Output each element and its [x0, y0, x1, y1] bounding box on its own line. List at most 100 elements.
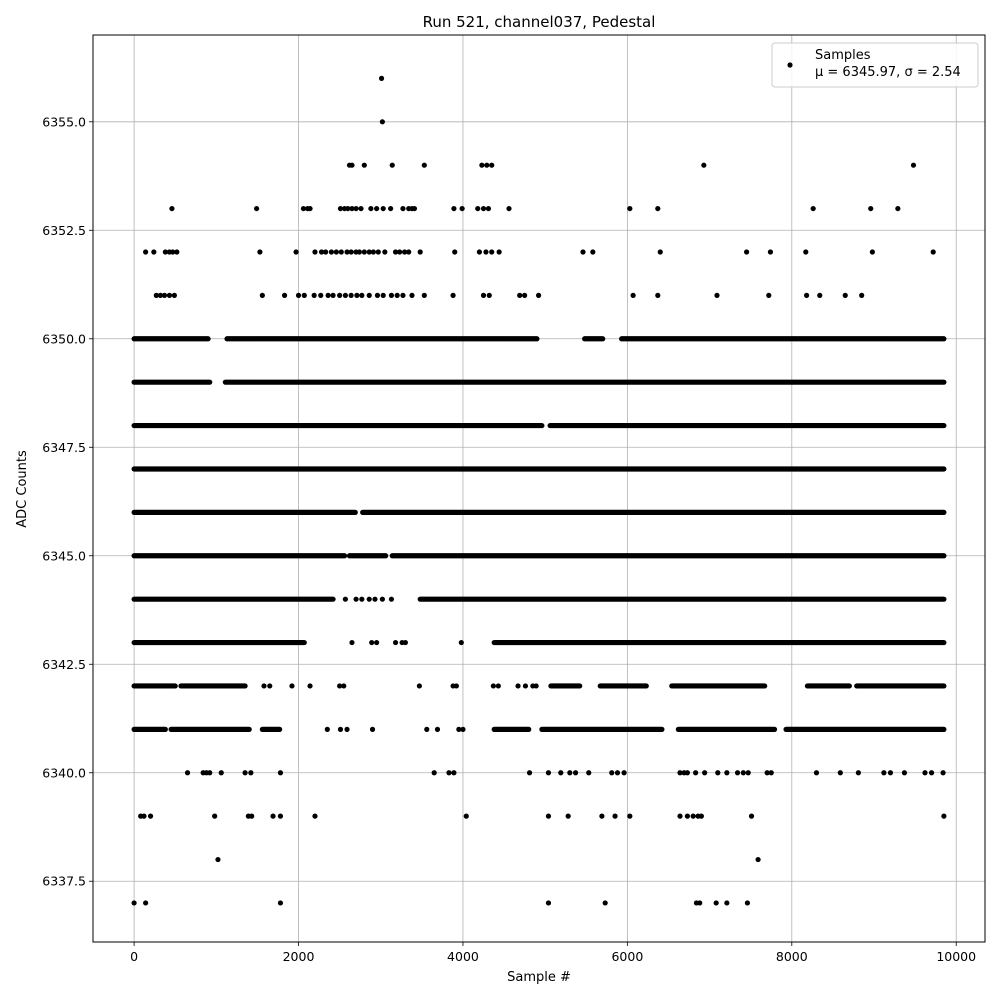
data-point	[257, 249, 263, 255]
data-point	[400, 205, 406, 212]
data-point	[697, 900, 703, 906]
data-point	[460, 726, 466, 732]
data-point	[565, 813, 571, 819]
data-point	[344, 726, 350, 732]
data-point	[143, 249, 149, 255]
data-point	[215, 856, 221, 863]
data-point	[143, 900, 149, 906]
data-points	[131, 75, 947, 906]
data-point	[337, 726, 344, 732]
data-point	[337, 683, 343, 689]
data-point	[353, 205, 359, 212]
legend: Samples μ = 6345.97, σ = 2.54	[771, 42, 979, 88]
data-point	[157, 292, 164, 298]
data-point	[411, 205, 418, 212]
data-point	[354, 292, 360, 298]
data-point	[810, 205, 816, 212]
data-point	[677, 770, 683, 776]
data-point	[855, 770, 861, 776]
data-point	[131, 900, 137, 906]
data-point	[277, 813, 284, 819]
legend-stats-label: μ = 6345.97, σ = 2.54	[815, 65, 961, 80]
data-point	[416, 683, 422, 689]
data-point	[748, 813, 755, 819]
data-point	[489, 249, 495, 255]
data-point	[545, 900, 552, 906]
data-point	[713, 900, 719, 906]
y-tick-label: 6342.5	[42, 657, 86, 672]
data-point	[307, 205, 313, 212]
plot-frame	[92, 34, 986, 943]
data-point	[369, 639, 375, 646]
data-point	[370, 249, 376, 255]
data-point	[476, 249, 482, 255]
data-point	[338, 249, 344, 255]
data-point	[151, 249, 157, 255]
data-point	[452, 249, 458, 255]
x-tick-label: 4000	[447, 949, 479, 964]
data-point	[612, 813, 618, 819]
data-point	[417, 249, 423, 255]
data-point	[693, 770, 699, 776]
axis-ticks: 0 2000 4000 6000 8000 10000 6337.5 6340.0 6342.5…	[42, 114, 976, 964]
data-point	[374, 292, 381, 298]
data-point	[400, 292, 406, 298]
data-point	[277, 900, 284, 906]
data-point	[533, 683, 539, 689]
data-point	[409, 292, 415, 298]
data-point	[558, 770, 564, 776]
data-point	[388, 596, 395, 602]
data-point	[446, 770, 452, 776]
y-tick-label: 6337.5	[42, 874, 86, 889]
data-point	[392, 639, 399, 646]
data-point	[684, 813, 690, 819]
data-point	[366, 596, 372, 602]
data-point	[702, 770, 708, 776]
chart-title: Run 521, channel037, Pedestal	[423, 13, 656, 31]
data-point	[344, 249, 350, 255]
y-tick-label: 6347.5	[42, 440, 86, 455]
data-point	[356, 249, 362, 255]
data-point	[184, 770, 191, 776]
data-point	[817, 292, 823, 298]
data-point	[698, 813, 704, 819]
data-point	[837, 770, 843, 776]
data-point	[394, 292, 400, 298]
data-point	[940, 770, 946, 776]
data-point	[349, 639, 355, 646]
data-point	[627, 205, 633, 212]
data-point	[745, 770, 751, 776]
data-point	[295, 292, 302, 298]
data-point	[567, 770, 573, 776]
data-point	[289, 683, 295, 689]
data-point	[484, 162, 490, 168]
data-point	[490, 683, 496, 689]
data-point	[261, 683, 267, 689]
data-point	[630, 292, 636, 298]
data-point	[318, 249, 325, 255]
data-point	[348, 292, 354, 298]
data-point	[267, 683, 273, 689]
data-point	[301, 292, 307, 298]
data-point	[397, 249, 403, 255]
data-point	[379, 596, 385, 602]
y-tick-label: 6352.5	[42, 223, 86, 238]
data-point	[424, 726, 430, 732]
data-point	[496, 249, 502, 255]
data-point	[434, 726, 441, 732]
data-point	[910, 162, 917, 168]
data-point	[627, 813, 633, 819]
data-point	[724, 770, 730, 776]
data-point	[486, 292, 492, 298]
data-point	[451, 770, 457, 776]
data-point	[609, 770, 615, 776]
data-point	[522, 292, 528, 298]
data-point	[480, 205, 487, 212]
data-point	[337, 292, 343, 298]
data-point	[463, 813, 469, 819]
data-point	[207, 770, 213, 776]
data-point	[337, 205, 344, 212]
y-axis-label: ADC Counts	[15, 450, 30, 528]
data-point	[341, 683, 347, 689]
